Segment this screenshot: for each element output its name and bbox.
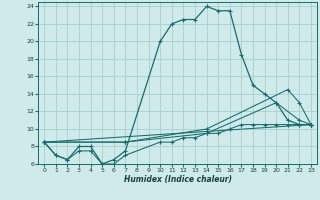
X-axis label: Humidex (Indice chaleur): Humidex (Indice chaleur) xyxy=(124,175,232,184)
